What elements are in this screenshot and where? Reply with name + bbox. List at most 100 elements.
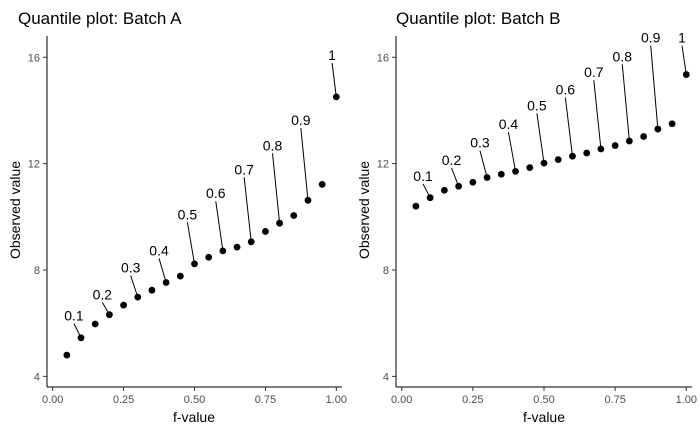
batch-b-y-axis-title: Observed value <box>356 161 372 259</box>
batch-b-label-leader <box>536 113 545 164</box>
batch-a-y-tick-label: 16 <box>28 52 40 64</box>
batch-b-y-tick-label: 8 <box>383 265 389 277</box>
batch-a-data-point <box>191 260 198 268</box>
batch-b-x-tick-label: 0.25 <box>462 394 483 406</box>
batch-a-data-point <box>247 238 255 246</box>
batch-b-label-leader <box>650 45 659 130</box>
batch-b-quantile-label: 0.7 <box>584 64 604 80</box>
batch-b-data-point <box>682 71 690 78</box>
batch-b-x-tick-label: 1.00 <box>676 394 697 406</box>
batch-b-panel: Quantile plot: Batch B f-value Observed … <box>356 9 697 425</box>
batch-b-data-point <box>583 149 591 157</box>
batch-a-quantile-label: 1 <box>328 47 336 63</box>
batch-a-quantile-label: 0.8 <box>263 137 283 153</box>
batch-a-label-leader <box>243 177 252 242</box>
batch-b-quantile-label: 0.3 <box>470 135 490 151</box>
batch-a-x-tick-label: 0.00 <box>42 394 63 406</box>
batch-a-y-axis-title: Observed value <box>7 161 23 259</box>
batch-a-x-tick-label: 0.50 <box>184 394 205 406</box>
batch-a-y-tick-label: 8 <box>34 265 40 277</box>
batch-b-quantile-label: 0.4 <box>499 116 519 132</box>
batch-b-y-tick-label: 16 <box>377 52 389 64</box>
batch-b-x-tick-label: 0.75 <box>604 394 625 406</box>
batch-b-y-tick-label: 4 <box>383 371 389 383</box>
batch-b-data-point <box>597 145 605 153</box>
batch-a-label-leader <box>158 258 167 283</box>
batch-a-quantile-label: 0.2 <box>93 286 113 302</box>
batch-a-y-tick-label: 12 <box>28 159 40 171</box>
batch-a-data-point <box>176 272 184 280</box>
batch-a-quantile-label: 0.6 <box>206 185 226 201</box>
batch-a-data-point <box>148 286 156 294</box>
batch-a-data-point <box>332 93 340 101</box>
batch-b-quantile-label: 0.1 <box>413 168 433 184</box>
batch-a-x-tick-label: 0.75 <box>255 394 276 406</box>
batch-b-data-point <box>483 174 491 181</box>
batch-a-data-point <box>318 180 326 188</box>
batch-a-data-point <box>91 320 99 328</box>
batch-b-label-leader <box>621 64 630 142</box>
batch-a-data-point <box>106 311 113 319</box>
batch-b-data-point <box>412 202 420 210</box>
batch-b-data-point <box>426 194 434 202</box>
batch-b-label-leader <box>507 131 517 172</box>
batch-a-data-point <box>134 293 142 301</box>
batch-a-label-leader <box>331 62 337 97</box>
batch-a-data-point <box>233 243 241 251</box>
batch-a-quantile-label: 0.4 <box>149 242 169 258</box>
batch-b-data-point <box>668 120 676 128</box>
batch-b-label-leader <box>593 80 602 150</box>
batch-a-data-point <box>77 334 85 342</box>
batch-a-quantile-label: 0.9 <box>291 112 311 128</box>
batch-b-quantile-label: 0.5 <box>527 97 547 113</box>
batch-a-data-point <box>205 253 213 261</box>
batch-b-data-point <box>440 186 448 194</box>
batch-a-label-leader <box>300 128 309 201</box>
batch-b-quantile-label: 0.2 <box>442 152 462 168</box>
batch-b-data-point <box>654 125 662 133</box>
batch-a-quantile-label: 0.3 <box>121 260 141 276</box>
batch-a-label-leader <box>186 222 195 264</box>
batch-a-y-tick-label: 4 <box>34 371 40 383</box>
batch-b-x-tick-label: 0.50 <box>533 394 554 406</box>
batch-b-data-point <box>554 156 562 164</box>
batch-b-data-point <box>611 142 619 149</box>
batch-a-label-leader <box>215 201 224 251</box>
batch-a-data-point <box>162 279 170 286</box>
batch-a-x-tick-label: 1.00 <box>326 394 347 406</box>
batch-a-quantile-label: 0.7 <box>234 161 254 177</box>
batch-b-label-leader <box>681 45 687 75</box>
batch-a-data-point <box>290 212 298 219</box>
batch-a-quantile-label: 0.5 <box>178 206 198 222</box>
batch-b-data-point <box>625 137 633 145</box>
batch-a-data-point <box>120 301 127 309</box>
batch-a-x-tick-label: 0.25 <box>113 394 134 406</box>
batch-a-quantile-label: 0.1 <box>64 308 84 324</box>
batch-a-label-leader <box>272 153 281 224</box>
batch-a-data-point <box>304 196 312 204</box>
batch-a-data-point <box>262 228 269 235</box>
batch-a-label-leader <box>130 275 139 298</box>
batch-b-quantile-label: 0.9 <box>641 30 661 46</box>
batch-b-quantile-label: 1 <box>678 30 686 46</box>
batch-b-data-point <box>526 164 534 172</box>
batch-b-data-point <box>540 159 548 167</box>
batch-a-data-point <box>276 219 283 227</box>
batch-b-quantile-label: 0.6 <box>556 82 576 98</box>
batch-b-title: Quantile plot: Batch B <box>396 9 560 28</box>
batch-b-label-leader <box>479 150 488 178</box>
batch-b-x-tick-label: 0.00 <box>391 394 412 406</box>
batch-b-data-point <box>497 170 505 178</box>
batch-b-data-point <box>569 152 576 160</box>
batch-b-y-tick-label: 12 <box>377 159 389 171</box>
batch-b-label-leader <box>564 97 573 157</box>
batch-a-data-point <box>219 247 227 255</box>
batch-a-x-axis-title: f-value <box>173 409 215 425</box>
batch-b-quantile-label: 0.8 <box>613 48 633 64</box>
batch-a-title: Quantile plot: Batch A <box>18 9 182 28</box>
batch-a-panel: Quantile plot: Batch A f-value Observed … <box>7 9 347 425</box>
batch-b-data-point <box>469 178 477 186</box>
batch-b-data-point <box>640 133 648 140</box>
batch-a-data-point <box>63 351 71 359</box>
